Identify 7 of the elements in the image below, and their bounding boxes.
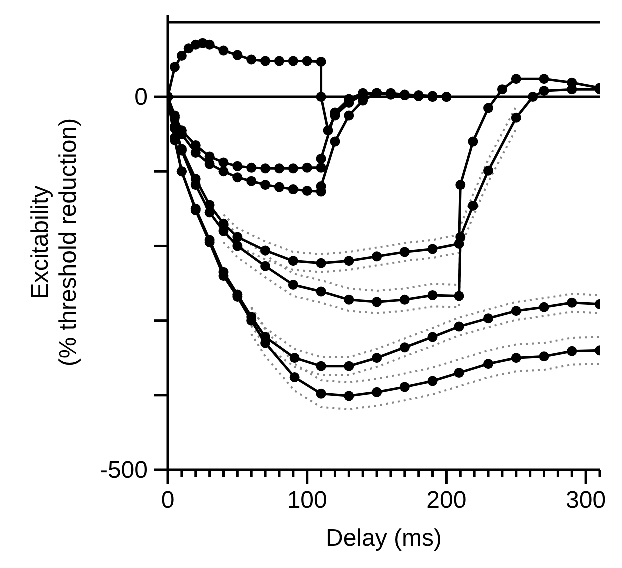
- y-axis-title: Excitability (% threshold reduction): [27, 118, 82, 367]
- x-tick-label: 300: [566, 487, 606, 514]
- x-tick-label: 200: [426, 487, 467, 514]
- x-axis-title: Delay (ms): [326, 525, 442, 552]
- y-tick-label: -500: [100, 457, 148, 484]
- x-tick-label: 100: [287, 487, 328, 514]
- x-tick-label: 0: [161, 487, 175, 514]
